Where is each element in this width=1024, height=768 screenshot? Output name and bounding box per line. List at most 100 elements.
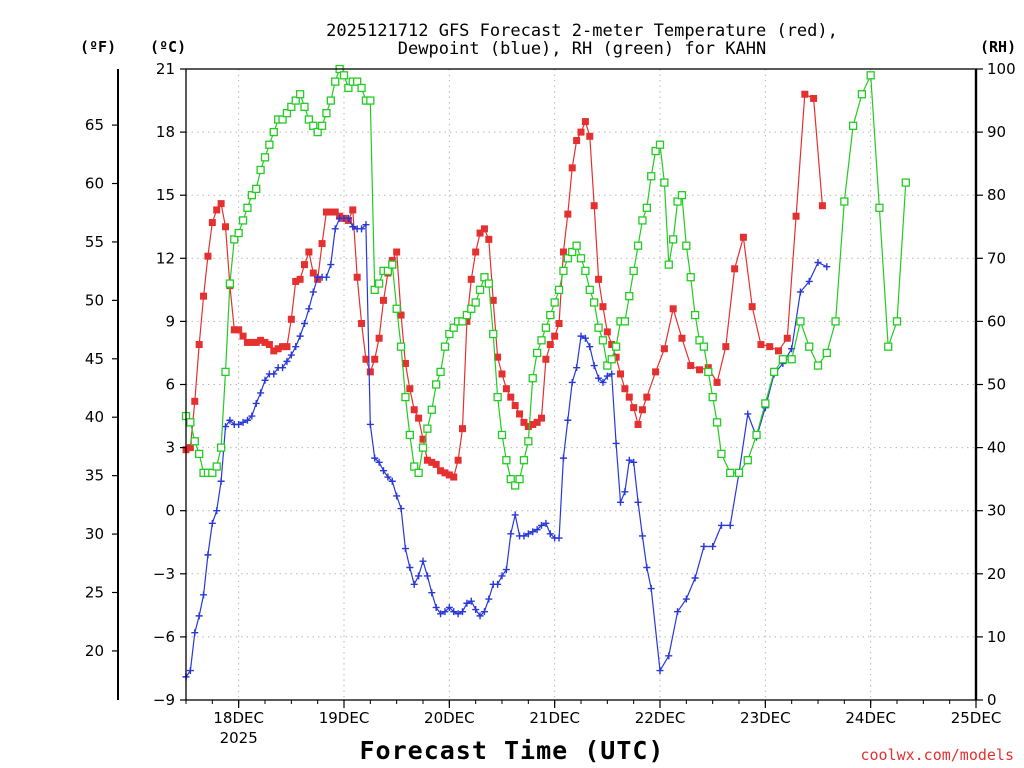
- fahrenheit-tick-label: 60: [85, 175, 104, 193]
- dewpoint-point: [252, 399, 260, 407]
- rh-point: [506, 474, 515, 484]
- rh-point: [712, 418, 722, 427]
- time-tick-label: 22DEC: [635, 709, 686, 727]
- dewpoint-point: [349, 223, 357, 231]
- temperature-point: [595, 275, 603, 283]
- temperature-point: [366, 368, 374, 376]
- temperature-point: [406, 385, 414, 393]
- rh-point: [195, 449, 204, 459]
- dewpoint-point: [529, 528, 537, 536]
- temperature-point: [213, 206, 221, 214]
- temperature-point: [507, 393, 515, 401]
- time-tick-label: 19DEC: [319, 709, 370, 727]
- temperature-point: [200, 292, 208, 300]
- rh-point: [260, 153, 270, 162]
- dewpoint-point: [608, 370, 616, 378]
- dewpoint-point: [322, 273, 330, 281]
- temperature-point: [393, 248, 401, 256]
- rh-point: [247, 191, 256, 200]
- dewpoint-point: [287, 351, 295, 359]
- dewpoint-point: [621, 488, 629, 496]
- dewpoint-point: [358, 225, 366, 233]
- rh-tick-label: 10: [987, 628, 1006, 646]
- dewpoint-point: [590, 362, 598, 370]
- rh-point: [418, 443, 428, 452]
- temperature-point: [371, 355, 379, 363]
- rh-point: [559, 266, 568, 276]
- temperature-point: [722, 343, 730, 351]
- rh-point: [322, 109, 331, 118]
- dewpoint-point: [502, 566, 510, 574]
- rh-tick-label: 60: [987, 312, 1006, 330]
- rh-point: [572, 241, 581, 250]
- rh-point: [388, 260, 397, 269]
- rh-tick-label: 30: [987, 502, 1006, 520]
- temperature-point: [775, 347, 782, 355]
- temperature-point: [265, 341, 273, 349]
- rh-point: [265, 140, 274, 149]
- celsius-tick-label: −9: [153, 691, 175, 709]
- dewpoint-point: [546, 530, 554, 538]
- rh-point: [300, 102, 309, 112]
- dewpoint-point: [401, 545, 409, 553]
- dewpoint-point: [656, 667, 664, 675]
- dewpoint-point: [195, 612, 203, 620]
- temperature-point: [331, 208, 339, 216]
- rh-point: [576, 254, 586, 263]
- temperature-point: [217, 200, 225, 208]
- dewpoint-point: [555, 534, 563, 542]
- temperature-point: [480, 225, 488, 233]
- dewpoint-point: [573, 364, 581, 372]
- dewpoint-point: [380, 467, 387, 475]
- rh-point: [554, 285, 564, 295]
- temperature-point: [599, 303, 607, 311]
- rh-point: [603, 361, 612, 370]
- dewpoint-point: [643, 563, 651, 571]
- dewpoint-point: [564, 416, 572, 424]
- fahrenheit-tick-label: 40: [85, 408, 104, 426]
- rh-point: [256, 165, 265, 175]
- temperature-point: [625, 393, 633, 401]
- rh-point: [655, 140, 665, 149]
- rh-tick-label: 90: [987, 123, 1006, 141]
- rh-point: [519, 456, 529, 465]
- rh-point: [884, 342, 893, 351]
- temperature-point: [731, 265, 739, 273]
- temperature-point: [410, 406, 418, 414]
- rh-point: [186, 418, 195, 427]
- rh-point: [497, 430, 507, 440]
- rh-point: [690, 310, 700, 320]
- dewpoint-point: [586, 343, 594, 351]
- rh-point: [353, 77, 362, 86]
- temperature-point: [612, 353, 620, 361]
- rh-point: [651, 146, 660, 156]
- rh-point: [660, 178, 669, 187]
- dewpoint-point: [309, 288, 317, 296]
- temperature-point: [586, 132, 594, 140]
- temperature-point: [757, 341, 765, 349]
- temperature-point: [555, 320, 563, 328]
- rh-point: [638, 216, 647, 225]
- rh-point: [598, 336, 608, 345]
- series-dewpoint: [182, 214, 831, 681]
- temperature-point: [524, 423, 532, 431]
- temperature-point: [463, 317, 471, 325]
- dewpoint-point: [331, 225, 339, 233]
- temperature-point: [467, 275, 475, 283]
- dewpoint-point: [796, 288, 804, 296]
- temperature-point: [415, 414, 423, 422]
- rh-point: [208, 468, 217, 477]
- rh-point: [238, 216, 248, 225]
- dewpoint-point: [498, 572, 506, 580]
- rh-point: [769, 367, 779, 377]
- temperature-point: [454, 456, 462, 464]
- dewpoint-point: [305, 305, 313, 313]
- dewpoint-point: [226, 416, 234, 424]
- time-tick-label: 18DEC: [213, 709, 264, 727]
- temperature-point: [397, 311, 405, 319]
- rh-line: [185, 67, 907, 487]
- temperature-point: [450, 473, 458, 481]
- rh-point: [568, 247, 577, 257]
- temperature-point: [581, 118, 589, 126]
- fahrenheit-tick-label: 25: [85, 583, 104, 601]
